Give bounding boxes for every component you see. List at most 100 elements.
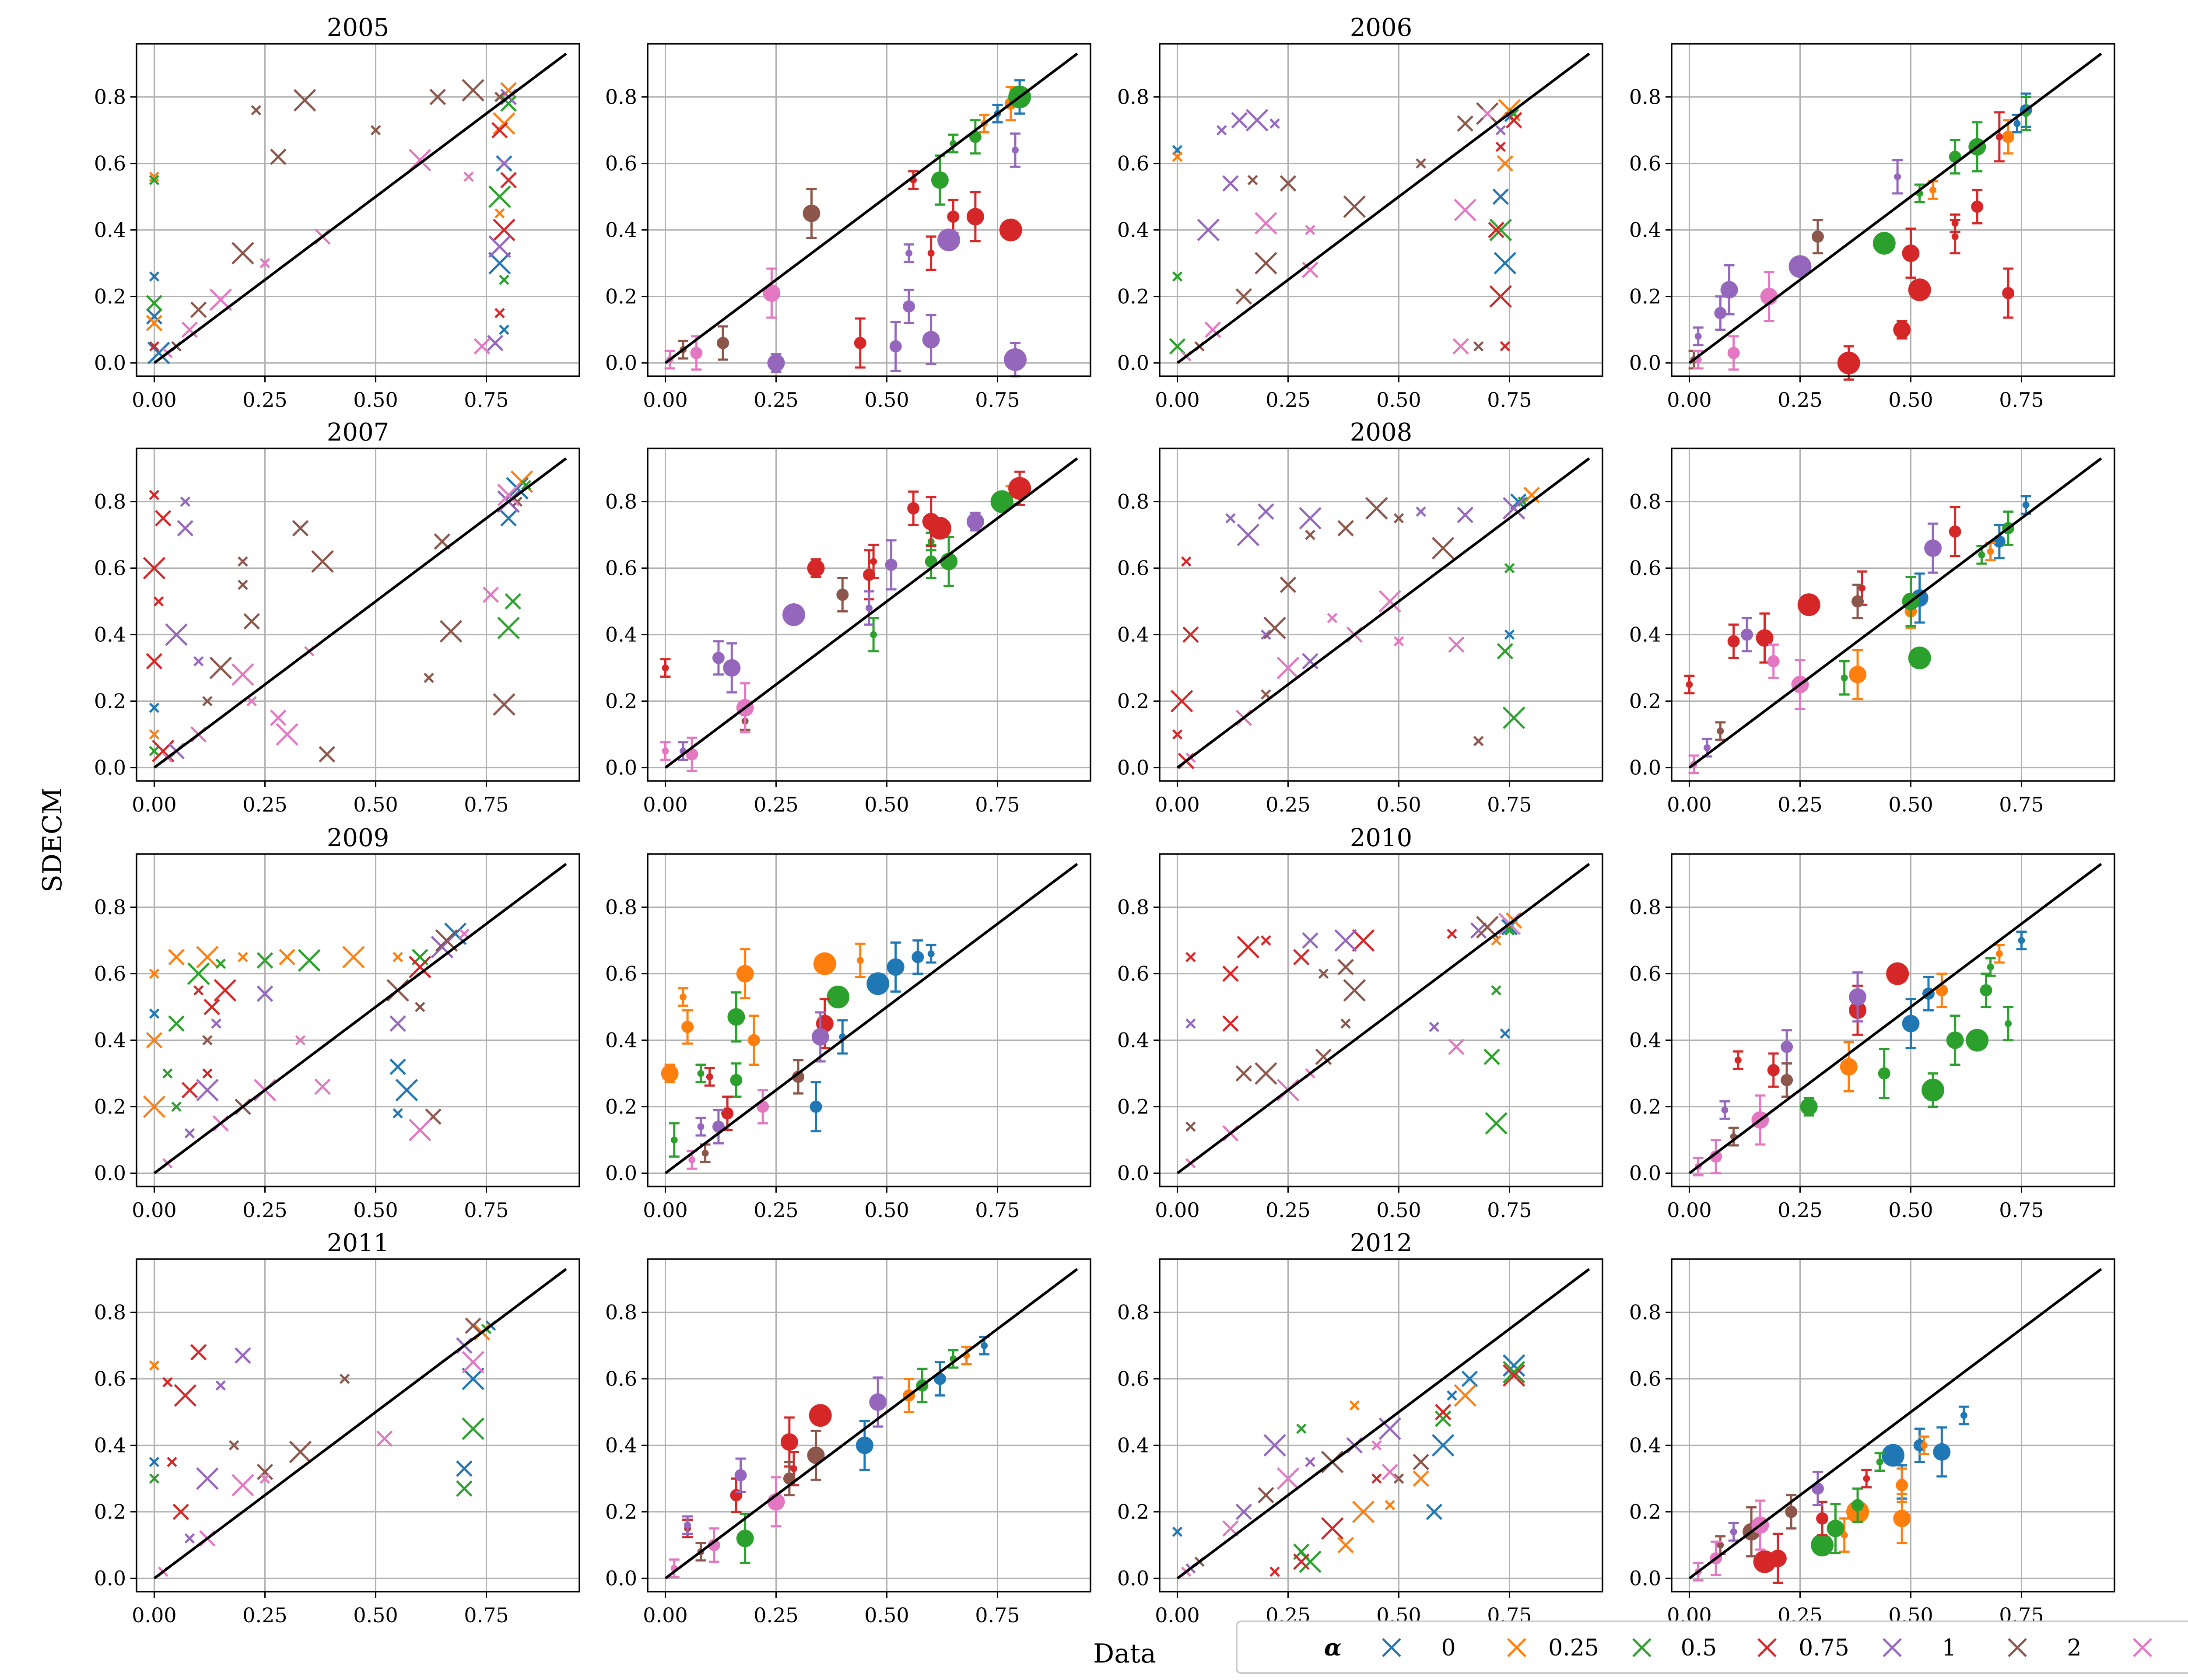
reference-line	[153, 1268, 567, 1579]
tick-label-y: 0.2	[1117, 1095, 1149, 1119]
data-point	[1734, 1057, 1742, 1064]
tick-label-x: 0.50	[864, 793, 909, 816]
series-alpha-0.5	[1811, 1452, 1885, 1557]
data-point	[1382, 1463, 1399, 1480]
tick-label-x: 0.25	[242, 793, 287, 816]
tick-label-x: 0.50	[1888, 1198, 1933, 1222]
tick-label-y: 0.8	[1117, 85, 1149, 109]
data-point	[149, 341, 160, 352]
data-point	[1365, 497, 1388, 520]
legend-label: 2	[2067, 1635, 2081, 1661]
data-point	[393, 1108, 403, 1119]
data-point	[395, 1078, 418, 1102]
data-point	[1245, 109, 1269, 132]
data-point	[196, 945, 219, 969]
data-point	[181, 321, 198, 338]
data-point	[1978, 551, 1985, 559]
data-point	[231, 1474, 254, 1497]
panel-4: 0.00 0.25 0.50 0.75 0.0 0.2 0.4 0.6 0.8	[1629, 43, 2115, 412]
tick-label-y: 0.4	[1629, 1434, 1661, 1457]
data-point	[736, 965, 754, 983]
data-point	[1337, 959, 1354, 976]
data-point	[1951, 233, 1959, 240]
tick-label-y: 0.6	[605, 962, 637, 986]
tick-label-y: 0.4	[1629, 623, 1661, 647]
data-point	[1502, 1364, 1525, 1387]
panel-title: 2010	[1350, 824, 1413, 852]
tick-label-x: 0.75	[1999, 388, 2044, 412]
data-point	[149, 1008, 160, 1019]
tick-label-y: 0.2	[1629, 690, 1661, 713]
legend-marker	[2133, 1638, 2152, 1657]
tick-label-y: 0.4	[94, 218, 126, 242]
data-point	[869, 1393, 887, 1411]
data-point	[1269, 118, 1280, 129]
tick-label-x: 0.25	[754, 793, 798, 816]
tick-label-y: 0.4	[605, 218, 637, 242]
data-point	[488, 235, 511, 258]
data-point	[661, 1064, 679, 1082]
data-point	[172, 1503, 189, 1520]
panel-8: 0.00 0.25 0.50 0.75 0.0 0.2 0.4 0.6 0.8	[1629, 448, 2115, 816]
data-point	[1343, 195, 1366, 218]
tick-label-y: 0.0	[1629, 756, 1661, 780]
tick-label-x: 0.00	[1667, 1198, 1711, 1222]
data-point	[1269, 1566, 1280, 1577]
panel-6: 0.00 0.25 0.50 0.75 0.0 0.2 0.4 0.6 0.8	[605, 448, 1091, 816]
data-point	[1318, 968, 1329, 979]
data-point	[488, 185, 511, 208]
data-point	[187, 962, 210, 985]
data-point	[1457, 507, 1474, 523]
tick-label-y: 0.6	[1629, 556, 1661, 580]
data-point	[1714, 307, 1727, 319]
series-alpha-0.75	[704, 998, 834, 1131]
data-point	[1863, 1475, 1870, 1482]
tick-label-y: 0.6	[1629, 962, 1661, 986]
data-point	[885, 559, 898, 571]
data-point	[311, 550, 334, 573]
data-point	[494, 208, 505, 219]
data-point	[1483, 1048, 1500, 1065]
data-point	[153, 596, 164, 607]
tick-label-y: 0.4	[1117, 1029, 1149, 1052]
data-point	[927, 249, 935, 257]
data-point	[1258, 1487, 1274, 1504]
tick-label-y: 0.2	[94, 690, 126, 713]
data-point	[231, 663, 254, 686]
data-point	[712, 651, 725, 664]
data-point	[889, 340, 902, 353]
data-point	[1785, 1505, 1798, 1518]
tick-label-x: 0.00	[1667, 793, 1711, 816]
series-alpha-2	[202, 496, 523, 763]
data-point	[1492, 188, 1509, 205]
data-point	[730, 1074, 743, 1086]
data-point	[1946, 1031, 1964, 1049]
data-point	[1710, 1150, 1722, 1163]
tick-label-y: 0.2	[1117, 1500, 1149, 1524]
tick-label-y: 0.2	[94, 285, 126, 308]
panel-9: 0.00 0.25 0.50 0.75 0.0 0.2 0.4 0.6 0.8 2009	[94, 824, 580, 1222]
data-point	[499, 324, 509, 335]
data-point	[497, 616, 520, 640]
series-alpha-0.75	[1753, 1469, 1872, 1584]
data-point	[782, 603, 805, 626]
legend-label: 0.75	[1799, 1635, 1849, 1661]
data-point	[143, 556, 166, 580]
data-point	[1343, 979, 1366, 1002]
data-point	[827, 985, 850, 1008]
reference-line	[664, 1268, 1078, 1579]
data-point	[907, 502, 920, 514]
series-alpha-0.75	[1684, 506, 1961, 695]
data-point	[146, 308, 163, 325]
data-point	[243, 613, 260, 630]
data-point	[1523, 486, 1540, 504]
data-point	[1893, 1509, 1911, 1527]
series-alpha-0.75	[181, 956, 431, 1099]
data-point	[1416, 158, 1426, 169]
data-point	[1827, 1519, 1844, 1537]
tick-label-y: 0.2	[1117, 690, 1149, 713]
data-point	[747, 1034, 760, 1046]
reference-line	[1176, 1268, 1590, 1579]
tick-label-y: 0.8	[94, 490, 126, 514]
data-point	[487, 335, 504, 351]
